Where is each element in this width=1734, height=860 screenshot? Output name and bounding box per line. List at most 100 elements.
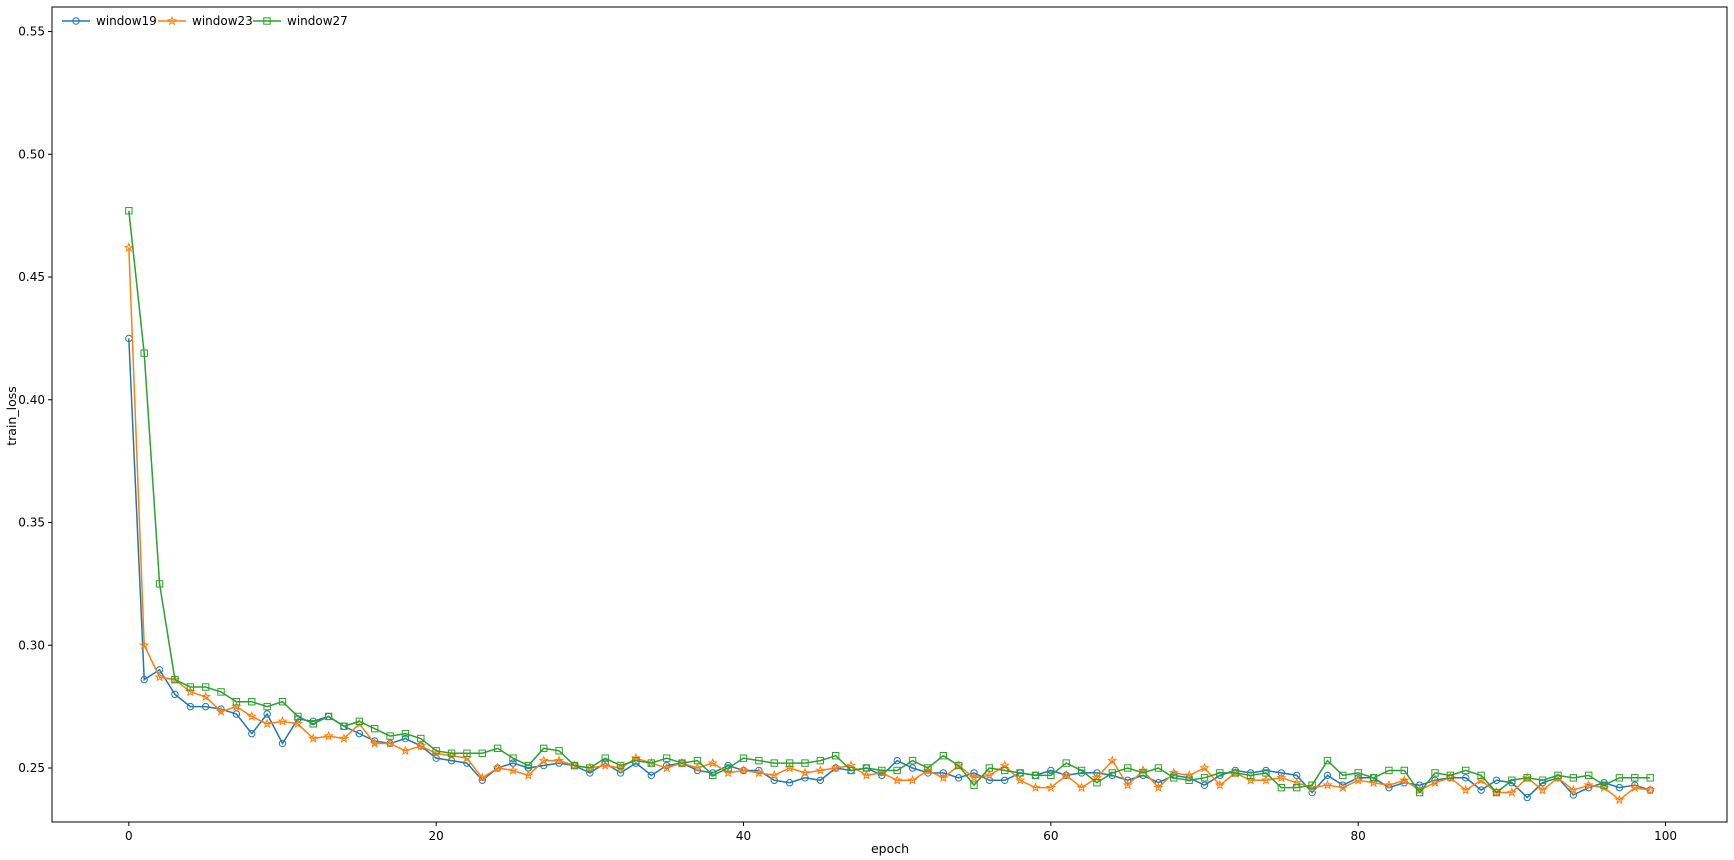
- data-point-window27: [493, 744, 502, 753]
- data-point-window27: [263, 702, 271, 711]
- data-point-window27: [1077, 766, 1086, 775]
- data-point-window23: [1399, 774, 1410, 785]
- data-point-window19: [263, 710, 271, 718]
- data-point-window23: [1337, 782, 1348, 793]
- data-point-window23: [492, 762, 503, 773]
- data-point-window27: [509, 754, 517, 762]
- data-point-window23: [738, 765, 749, 775]
- y-tick-label: 0.40: [18, 393, 45, 407]
- data-point-window27: [1170, 774, 1178, 782]
- legend: window19 window23 window27: [62, 14, 348, 28]
- data-point-window23: [1429, 777, 1441, 788]
- x-tick-label: 60: [1043, 829, 1058, 843]
- data-point-window23: [861, 769, 872, 780]
- data-point-window27: [201, 683, 210, 691]
- data-point-window23: [1122, 779, 1133, 790]
- x-tick-label: 0: [125, 829, 133, 843]
- data-point-window19: [893, 756, 901, 765]
- data-point-window19: [939, 769, 947, 777]
- data-point-window23: [1506, 787, 1518, 797]
- legend-label: window19: [96, 14, 157, 28]
- data-point-window23: [1061, 769, 1072, 780]
- data-point-window23: [369, 738, 380, 748]
- data-point-window23: [261, 718, 273, 729]
- data-point-window27: [1016, 769, 1024, 777]
- y-tick-label: 0.55: [18, 25, 45, 39]
- data-point-window19: [1492, 776, 1501, 784]
- data-point-window27: [816, 756, 825, 765]
- data-point-window27: [724, 764, 732, 772]
- data-point-window27: [1446, 771, 1455, 780]
- data-point-window19: [1154, 779, 1163, 787]
- data-point-window23: [661, 762, 672, 773]
- plot-frame: [51, 6, 1728, 823]
- data-point-window23: [907, 774, 918, 785]
- data-point-window19: [785, 779, 794, 787]
- data-point-window23: [139, 639, 150, 650]
- data-point-window27: [1001, 766, 1009, 775]
- data-point-window23: [1260, 774, 1272, 785]
- data-point-window27: [908, 756, 917, 765]
- data-point-window23: [1645, 784, 1656, 795]
- data-point-window27: [1277, 783, 1286, 792]
- data-point-window23: [553, 755, 565, 766]
- data-point-window19: [186, 702, 195, 711]
- data-point-window27: [1477, 771, 1485, 780]
- data-point-window27: [616, 761, 625, 770]
- data-point-window19: [1477, 786, 1485, 794]
- data-point-window23: [1153, 782, 1164, 793]
- data-point-window27: [1385, 766, 1393, 775]
- data-point-window27: [939, 752, 947, 760]
- data-point-window27: [1538, 776, 1547, 784]
- data-point-window23: [1076, 782, 1087, 793]
- data-point-window27: [186, 683, 195, 691]
- data-point-window27: [1262, 769, 1270, 777]
- data-point-window23: [292, 718, 304, 729]
- data-point-window23: [968, 772, 980, 783]
- data-point-window27: [1615, 774, 1624, 782]
- legend-entry-window27: window27: [253, 14, 348, 28]
- data-point-window27: [1631, 774, 1639, 782]
- data-point-window27: [1123, 764, 1132, 772]
- data-point-window19: [1323, 771, 1332, 780]
- data-point-window27: [1554, 771, 1562, 780]
- x-tick-label: 100: [1654, 829, 1677, 843]
- data-point-window27: [1646, 774, 1654, 782]
- data-point-window27: [647, 759, 656, 767]
- data-point-window27: [1462, 766, 1470, 775]
- data-point-window27: [309, 720, 317, 728]
- data-point-window23: [600, 760, 611, 770]
- data-point-window27: [1216, 769, 1224, 777]
- data-point-window19: [278, 739, 287, 748]
- data-point-window27: [1400, 766, 1408, 775]
- data-point-window23: [799, 767, 811, 778]
- data-point-window27: [294, 712, 302, 721]
- data-point-window27: [862, 764, 871, 772]
- data-point-window23: [154, 671, 165, 682]
- data-point-window27: [847, 766, 855, 775]
- data-point-window27: [755, 756, 763, 765]
- data-point-window27: [985, 764, 994, 772]
- data-point-window27: [662, 754, 671, 762]
- data-point-window27: [1323, 756, 1332, 765]
- data-point-window27: [709, 771, 717, 780]
- data-point-window27: [125, 207, 133, 215]
- data-point-window23: [1568, 784, 1579, 795]
- data-point-window27: [1047, 771, 1055, 780]
- data-point-window27: [1185, 776, 1193, 784]
- data-point-window23: [1583, 779, 1594, 790]
- data-point-window23: [815, 765, 826, 775]
- data-point-window23: [277, 715, 288, 726]
- data-point-window27: [401, 729, 410, 738]
- data-point-window27: [540, 744, 548, 753]
- data-point-window23: [830, 762, 841, 773]
- data-point-window27: [570, 761, 579, 770]
- data-point-window27: [324, 712, 333, 721]
- data-point-window19: [1462, 774, 1470, 782]
- data-point-window27: [1569, 774, 1578, 782]
- y-tick-label: 0.25: [18, 761, 45, 775]
- data-point-window27: [140, 349, 148, 357]
- y-tick-label: 0.35: [18, 516, 45, 530]
- data-point-window27: [217, 688, 225, 696]
